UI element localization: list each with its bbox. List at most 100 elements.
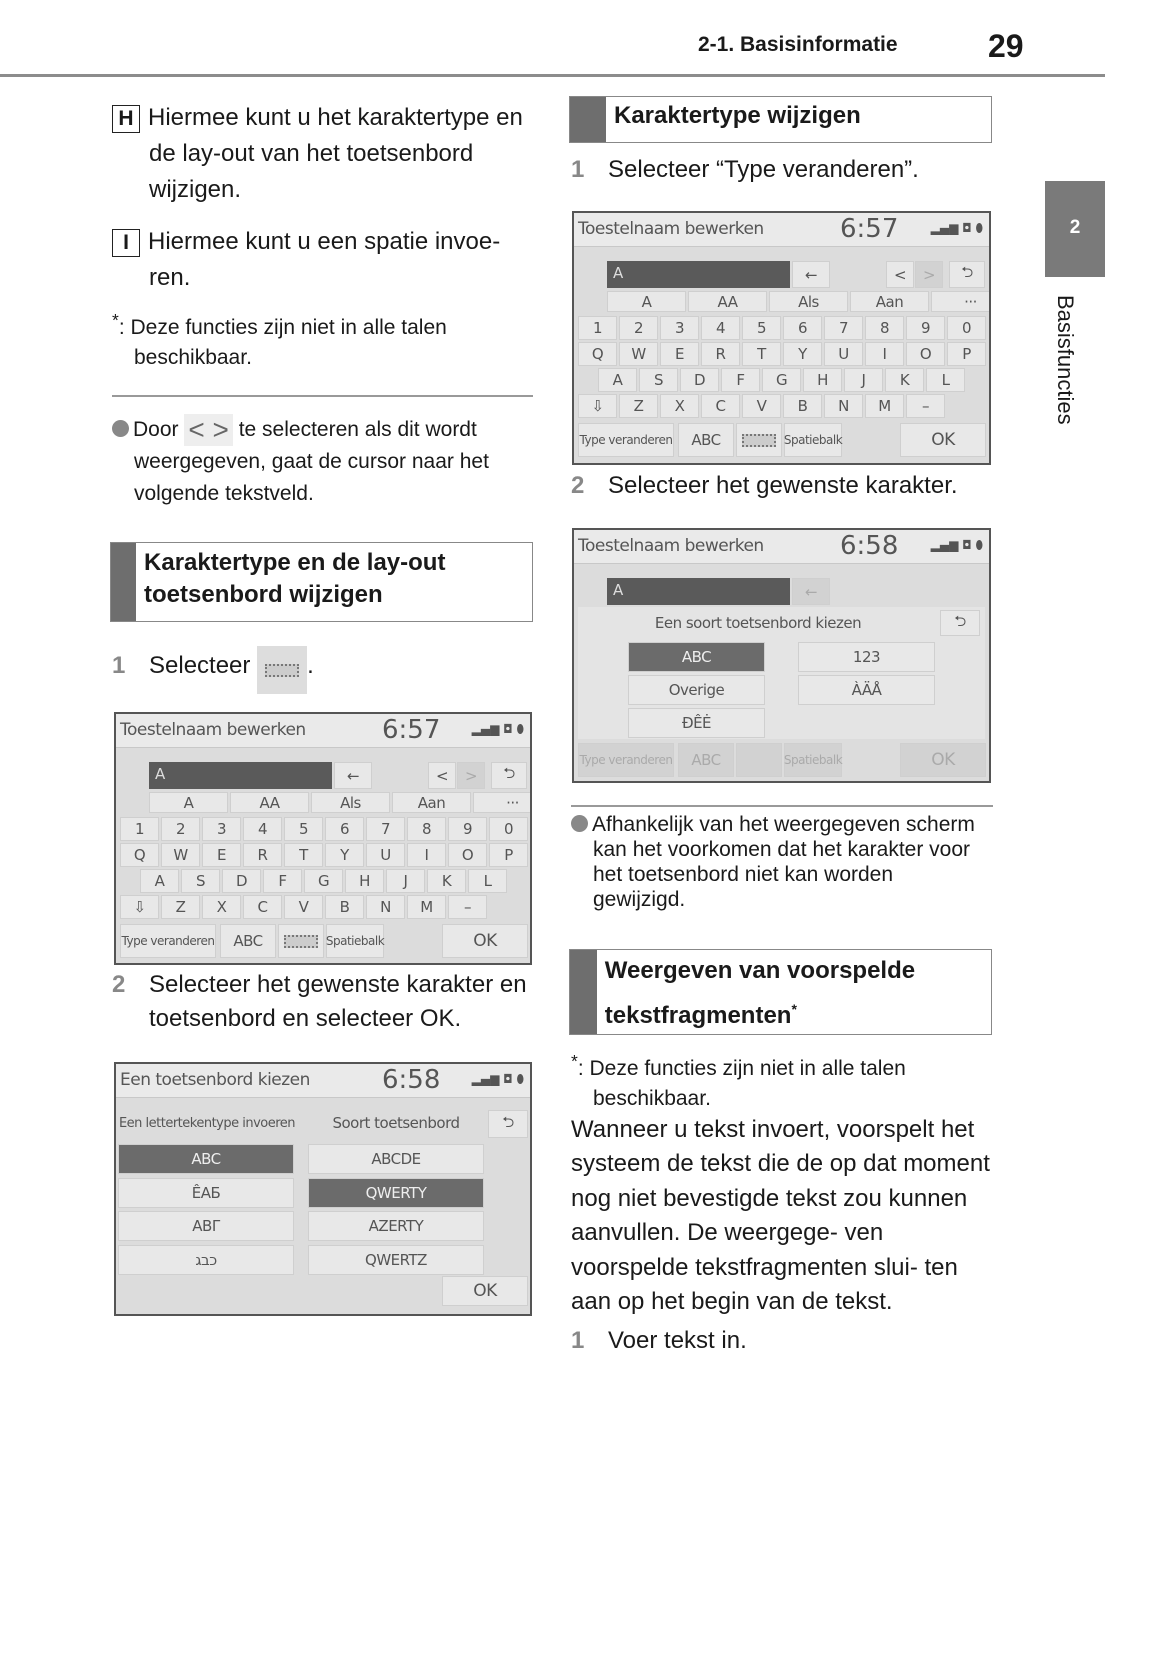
type-change-button[interactable]: Type veranderen bbox=[120, 924, 216, 958]
key[interactable]: O bbox=[448, 843, 487, 867]
key[interactable]: – bbox=[906, 394, 945, 418]
layout-option[interactable]: QWERTY bbox=[308, 1177, 484, 1208]
case-tab[interactable]: Als bbox=[311, 792, 390, 813]
case-tab[interactable]: AA bbox=[230, 792, 309, 813]
back-button[interactable]: ⮌ bbox=[949, 261, 985, 288]
ok-button[interactable]: OK bbox=[900, 423, 986, 457]
layout-option[interactable]: QWERTZ bbox=[308, 1244, 484, 1275]
key[interactable]: D bbox=[680, 368, 719, 392]
type-option[interactable]: ĐÊĖ bbox=[628, 708, 765, 738]
key[interactable]: L bbox=[926, 368, 965, 392]
charset-option[interactable]: ABC bbox=[118, 1144, 294, 1174]
key[interactable]: J bbox=[386, 869, 425, 893]
space-button[interactable]: Spatiebalk bbox=[784, 423, 843, 457]
next-button[interactable]: > bbox=[915, 261, 943, 288]
key[interactable]: 1 bbox=[120, 817, 159, 841]
text-input[interactable]: A bbox=[149, 762, 332, 789]
ok-button[interactable]: OK bbox=[442, 1276, 528, 1306]
space-button[interactable]: Spatiebalk bbox=[326, 924, 385, 958]
back-button[interactable]: ⮌ bbox=[940, 610, 980, 636]
key[interactable]: 3 bbox=[660, 316, 699, 340]
layout-option[interactable]: ABCDE bbox=[308, 1144, 484, 1174]
type-option[interactable]: 123 bbox=[798, 642, 935, 672]
back-button[interactable]: ⮌ bbox=[488, 1110, 528, 1138]
key[interactable]: P bbox=[489, 843, 528, 867]
key[interactable]: T bbox=[284, 843, 323, 867]
key[interactable]: 4 bbox=[701, 316, 740, 340]
key[interactable]: J bbox=[844, 368, 883, 392]
key[interactable]: B bbox=[783, 394, 822, 418]
key[interactable]: A bbox=[598, 368, 637, 392]
key[interactable]: 2 bbox=[161, 817, 200, 841]
key[interactable]: 3 bbox=[202, 817, 241, 841]
key[interactable]: N bbox=[824, 394, 863, 418]
key[interactable]: S bbox=[181, 869, 220, 893]
key[interactable]: W bbox=[161, 843, 200, 867]
prev-button[interactable]: < bbox=[886, 261, 914, 288]
key[interactable]: 7 bbox=[824, 316, 863, 340]
key[interactable]: D bbox=[222, 869, 261, 893]
ok-button[interactable]: OK bbox=[442, 924, 528, 958]
type-change-button[interactable]: Type veranderen bbox=[578, 423, 674, 457]
charset-option[interactable]: ÊAБ bbox=[118, 1177, 294, 1208]
key[interactable]: I bbox=[865, 342, 904, 366]
abc-button[interactable]: ABC bbox=[220, 924, 276, 958]
key[interactable]: Q bbox=[578, 342, 617, 366]
key[interactable]: V bbox=[284, 895, 323, 919]
key[interactable]: C bbox=[243, 895, 282, 919]
key[interactable]: B bbox=[325, 895, 364, 919]
key[interactable]: F bbox=[263, 869, 302, 893]
case-tab[interactable]: Aan bbox=[392, 792, 471, 813]
back-button[interactable]: ⮌ bbox=[491, 762, 527, 789]
key[interactable]: T bbox=[742, 342, 781, 366]
key[interactable]: 6 bbox=[325, 817, 364, 841]
key[interactable]: I bbox=[407, 843, 446, 867]
key[interactable]: 2 bbox=[619, 316, 658, 340]
case-tab[interactable]: Als bbox=[769, 291, 848, 312]
type-option[interactable]: ÀÄÅ bbox=[798, 675, 935, 705]
key[interactable]: K bbox=[885, 368, 924, 392]
key[interactable]: R bbox=[701, 342, 740, 366]
key[interactable]: L bbox=[468, 869, 507, 893]
key[interactable]: Q bbox=[120, 843, 159, 867]
key[interactable]: H bbox=[345, 869, 384, 893]
key[interactable]: 1 bbox=[578, 316, 617, 340]
key[interactable]: F bbox=[721, 368, 760, 392]
key[interactable]: O bbox=[906, 342, 945, 366]
key[interactable]: 9 bbox=[906, 316, 945, 340]
key[interactable]: R bbox=[243, 843, 282, 867]
key[interactable]: 6 bbox=[783, 316, 822, 340]
charset-option[interactable]: כבג bbox=[118, 1244, 294, 1275]
key[interactable]: M bbox=[865, 394, 904, 418]
charset-option[interactable]: ABΓ bbox=[118, 1211, 294, 1241]
key[interactable]: V bbox=[742, 394, 781, 418]
key[interactable]: 5 bbox=[284, 817, 323, 841]
key[interactable]: S bbox=[639, 368, 678, 392]
key[interactable]: X bbox=[202, 895, 241, 919]
key[interactable]: ⇩ bbox=[120, 895, 159, 919]
key[interactable]: A bbox=[140, 869, 179, 893]
key[interactable]: W bbox=[619, 342, 658, 366]
key[interactable]: U bbox=[366, 843, 405, 867]
backspace-button[interactable]: ← bbox=[334, 762, 372, 789]
keyboard-layout-button[interactable] bbox=[278, 924, 324, 958]
key[interactable]: E bbox=[660, 342, 699, 366]
key[interactable]: E bbox=[202, 843, 241, 867]
key[interactable]: 5 bbox=[742, 316, 781, 340]
key[interactable]: M bbox=[407, 895, 446, 919]
key[interactable]: 8 bbox=[407, 817, 446, 841]
text-input[interactable]: A bbox=[607, 261, 790, 288]
case-tab[interactable]: A bbox=[607, 291, 686, 312]
key[interactable]: K bbox=[427, 869, 466, 893]
case-tab[interactable]: ··· bbox=[931, 291, 989, 312]
layout-option[interactable]: AZERTY bbox=[308, 1211, 484, 1241]
type-option[interactable]: ABC bbox=[628, 642, 765, 672]
key[interactable]: Z bbox=[161, 895, 200, 919]
keyboard-layout-button[interactable] bbox=[736, 423, 782, 457]
case-tab[interactable]: A bbox=[149, 792, 228, 813]
key[interactable]: X bbox=[660, 394, 699, 418]
next-button[interactable]: > bbox=[457, 762, 485, 789]
key[interactable]: 9 bbox=[448, 817, 487, 841]
prev-button[interactable]: < bbox=[428, 762, 456, 789]
key[interactable]: C bbox=[701, 394, 740, 418]
